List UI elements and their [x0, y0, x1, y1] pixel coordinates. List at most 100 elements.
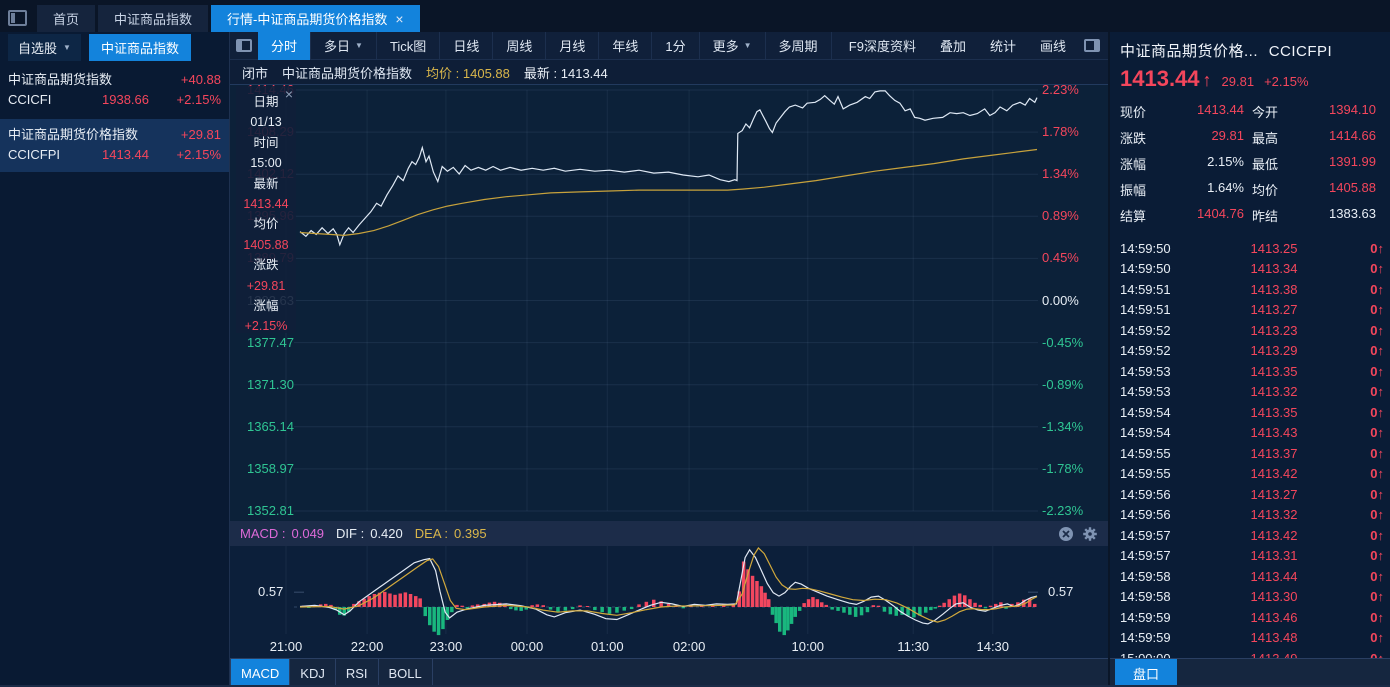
time-label: 01:00 — [591, 639, 624, 654]
stock-row[interactable]: 中证商品期货价格指数 +29.81 CCICFPI 1413.44 +2.15% — [0, 119, 229, 172]
pct-axis-label: 0.45% — [1042, 250, 1079, 266]
bottom-border — [0, 685, 1390, 687]
stat-label: 均价 — [1252, 183, 1279, 198]
stat-label: 涨跌 — [1120, 131, 1147, 146]
stat-item: 均价 1405.88 — [1252, 180, 1384, 199]
toolbar-tab[interactable]: 年线 ▼ — [599, 31, 653, 60]
indicator-tab[interactable]: KDJ — [290, 659, 336, 687]
tick-volume: 0↑ — [1370, 384, 1384, 400]
tick-row: 14:59:58 1413.44 0↑ — [1110, 566, 1390, 587]
up-arrow-icon: ↑ — [1202, 70, 1212, 90]
tick-volume: 0↑ — [1370, 609, 1384, 625]
tab-label: 行情-中证商品期货价格指数 — [227, 12, 388, 27]
tick-row: 14:59:54 1413.35 0↑ — [1110, 402, 1390, 423]
tick-price: 1413.23 — [1250, 322, 1298, 338]
tick-time: 14:59:55 — [1120, 466, 1171, 482]
tick-time: 14:59:56 — [1120, 486, 1171, 502]
collapse-left-icon[interactable] — [236, 39, 252, 52]
tick-row: 14:59:55 1413.42 0↑ — [1110, 464, 1390, 485]
toolbar-tab[interactable]: 多周期 ▼ — [766, 31, 832, 60]
toolbar-tab-label: 更多 — [712, 39, 739, 54]
tick-row: 14:59:56 1413.27 0↑ — [1110, 484, 1390, 505]
tick-volume: 0↑ — [1370, 363, 1384, 379]
toolbar-tab[interactable]: 周线 ▼ — [493, 31, 547, 60]
panel-code: CCICFPI — [1268, 43, 1333, 60]
toolbar-action[interactable]: 画线 — [1039, 39, 1066, 54]
toolbar-tab[interactable]: 分时 ▼ — [258, 31, 312, 60]
tick-row: 14:59:50 1413.25 0↑ — [1110, 238, 1390, 259]
toolbar-tab[interactable]: 1分 ▼ — [652, 31, 700, 60]
panel-title: 中证商品期货价格... — [1120, 43, 1259, 60]
stat-label: 涨幅 — [1120, 157, 1147, 172]
tooltip-label: 时间 — [253, 135, 279, 150]
stat-label: 最高 — [1252, 131, 1279, 146]
tick-price: 1413.31 — [1250, 548, 1298, 564]
tick-time: 14:59:51 — [1120, 302, 1171, 318]
pankou-button[interactable]: 盘口 — [1115, 659, 1177, 687]
tick-price: 1413.25 — [1250, 240, 1298, 256]
tick-volume: 0↑ — [1370, 630, 1384, 646]
stock-row[interactable]: 中证商品期货指数 +40.88 CCICFI 1938.66 +2.15% — [0, 64, 229, 117]
topbar-tab[interactable]: 行情-中证商品期货价格指数 × — [211, 5, 420, 32]
right-panel: 中证商品期货价格... CCICFPI 1413.44 ↑ 29.81 +2.15… — [1108, 32, 1390, 687]
tick-list[interactable]: 14:59:50 1413.25 0↑ 14:59:50 1413.34 0↑ … — [1110, 230, 1390, 684]
watchlist-dropdown[interactable]: 自选股 ▼ — [8, 33, 81, 61]
status-bar: 闭市 中证商品期货价格指数 均价 : 1405.88 最新 : 1413.44 — [230, 60, 1108, 84]
tick-row: 14:59:55 1413.37 0↑ — [1110, 443, 1390, 464]
pct-axis-label: -0.45% — [1042, 334, 1084, 350]
macd-label: MACD : — [240, 526, 286, 541]
tick-volume: 0↑ — [1370, 343, 1384, 359]
toolbar-tab[interactable]: 月线 ▼ — [546, 31, 600, 60]
toolbar-tab[interactable]: 更多 ▼ — [700, 31, 766, 60]
tooltip-label: 涨跌 — [253, 258, 279, 273]
toolbar-tab-label: 月线 — [559, 39, 586, 54]
chart-tooltip: × 日期 01/13 时间 15:00 最新 1413.44 均价 1405.8… — [236, 86, 296, 333]
tick-row: 14:59:51 1413.38 0↑ — [1110, 279, 1390, 300]
stat-value: 1383.63 — [1329, 206, 1376, 221]
tick-volume: 0↑ — [1370, 589, 1384, 605]
tab-close-icon[interactable]: × — [395, 10, 404, 27]
market-status: 闭市 — [242, 65, 269, 81]
tick-price: 1413.34 — [1250, 261, 1298, 277]
stat-item: 最低 1391.99 — [1252, 154, 1384, 173]
tick-time: 14:59:53 — [1120, 363, 1171, 379]
close-indicator-icon[interactable] — [1058, 526, 1074, 542]
stat-item: 最高 1414.66 — [1252, 128, 1384, 147]
stat-item: 今开 1394.10 — [1252, 102, 1384, 121]
tooltip-row: 日期 01/13 — [236, 92, 296, 133]
tick-volume: 0↑ — [1370, 445, 1384, 461]
tick-row: 14:59:59 1413.48 0↑ — [1110, 628, 1390, 649]
macd-pane[interactable]: 0.57 0.57 — [230, 546, 1108, 636]
group-tab-button[interactable]: 中证商品指数 — [88, 33, 191, 61]
time-label: 21:00 — [269, 639, 303, 654]
toolbar-tab[interactable]: 多日 ▼ — [311, 31, 377, 60]
indicator-tab[interactable]: RSI — [336, 659, 379, 687]
toolbar-tab-label: 多周期 — [778, 39, 818, 54]
indicator-tab[interactable]: BOLL — [379, 659, 433, 687]
topbar-tab[interactable]: 中证商品指数 × — [98, 5, 209, 32]
tooltip-close-icon[interactable]: × — [284, 86, 293, 102]
topbar: 首页 × 中证商品指数 × 行情-中证商品期货价格指数 × — [0, 0, 1390, 32]
chart-column: 分时 ▼ 多日 ▼ Tick图 ▼ 日线 ▼ 周线 ▼ 月线 ▼ 年线 ▼ 1 — [230, 31, 1108, 687]
time-label: 11:30 — [897, 639, 929, 654]
toolbar-action[interactable]: 统计 — [989, 39, 1016, 54]
topbar-tab[interactable]: 首页 × — [37, 5, 96, 32]
tick-row: 14:59:58 1413.30 0↑ — [1110, 587, 1390, 608]
toolbar-tab[interactable]: 日线 ▼ — [440, 31, 494, 60]
toolbar-tab-label: 分时 — [271, 39, 298, 54]
stat-value: 1414.66 — [1329, 128, 1376, 143]
price-chart[interactable]: 1414.461408.291402.121395.961389.791383.… — [230, 82, 1108, 521]
toolbar-action[interactable]: 叠加 — [939, 39, 966, 54]
tooltip-row: 时间 15:00 — [236, 133, 296, 174]
toolbar-tab-label: 日线 — [453, 39, 480, 54]
toolbar-tab[interactable]: Tick图 ▼ — [377, 31, 441, 60]
stat-item: 振幅 1.64% — [1120, 180, 1252, 199]
tick-row: 14:59:53 1413.32 0↑ — [1110, 382, 1390, 403]
collapse-right-icon[interactable] — [1084, 39, 1100, 52]
indicator-tab[interactable]: MACD — [230, 659, 291, 687]
stat-value: 1391.99 — [1329, 154, 1376, 169]
tick-row: 14:59:51 1413.27 0↑ — [1110, 300, 1390, 321]
window-panel-icon[interactable] — [8, 10, 27, 26]
toolbar-action[interactable]: F9深度资料 — [848, 39, 916, 54]
settings-gear-icon[interactable] — [1082, 526, 1098, 542]
